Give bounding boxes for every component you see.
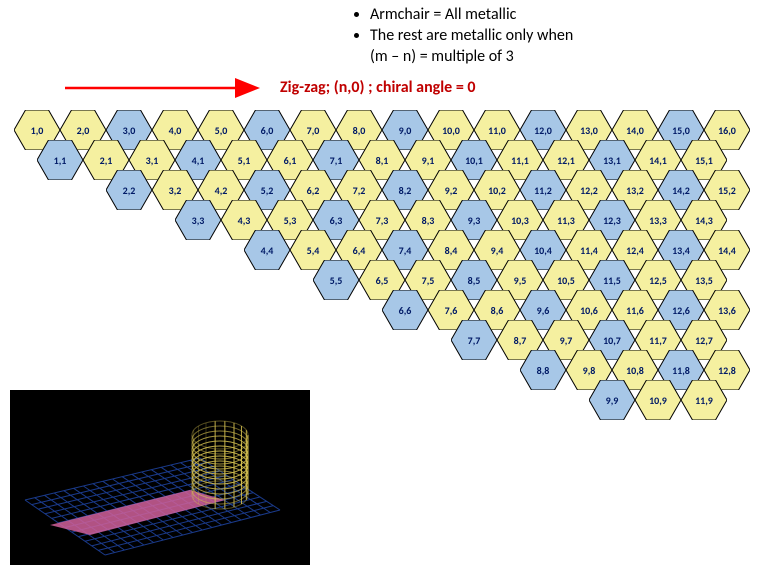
hex-label: 2,2 [106, 170, 152, 210]
hex-label: 9,9 [589, 380, 635, 420]
hex-cell: 5,5 [313, 260, 359, 300]
hex-cell: 11,9 [681, 380, 727, 420]
zigzag-title: Zig-zag; (n,0) ; chiral angle = 0 [280, 78, 476, 97]
hex-cell: 4,4 [244, 230, 290, 270]
hex-label: 6,6 [382, 290, 428, 330]
hex-cell: 10,9 [635, 380, 681, 420]
nanotube-illustration [10, 390, 310, 565]
bullet-item-2: The rest are metallic only when (m – n) … [370, 26, 573, 68]
hex-cell: 2,2 [106, 170, 152, 210]
bullet-list: Armchair = All metallic The rest are met… [350, 5, 573, 67]
hex-label: 3,3 [175, 200, 221, 240]
hex-label: 1,1 [37, 140, 83, 180]
hex-cell: 3,3 [175, 200, 221, 240]
hex-label: 8,8 [520, 350, 566, 390]
hex-cell: 6,6 [382, 290, 428, 330]
bullet-item-1: Armchair = All metallic [370, 5, 573, 26]
hex-cell: 8,8 [520, 350, 566, 390]
hex-label: 5,5 [313, 260, 359, 300]
hex-cell: 1,1 [37, 140, 83, 180]
hex-cell: 9,9 [589, 380, 635, 420]
hex-label: 7,7 [451, 320, 497, 360]
hex-label: 11,9 [681, 380, 727, 420]
zigzag-arrow-icon [60, 78, 270, 98]
hex-cell: 7,7 [451, 320, 497, 360]
hex-label: 10,9 [635, 380, 681, 420]
hex-label: 4,4 [244, 230, 290, 270]
